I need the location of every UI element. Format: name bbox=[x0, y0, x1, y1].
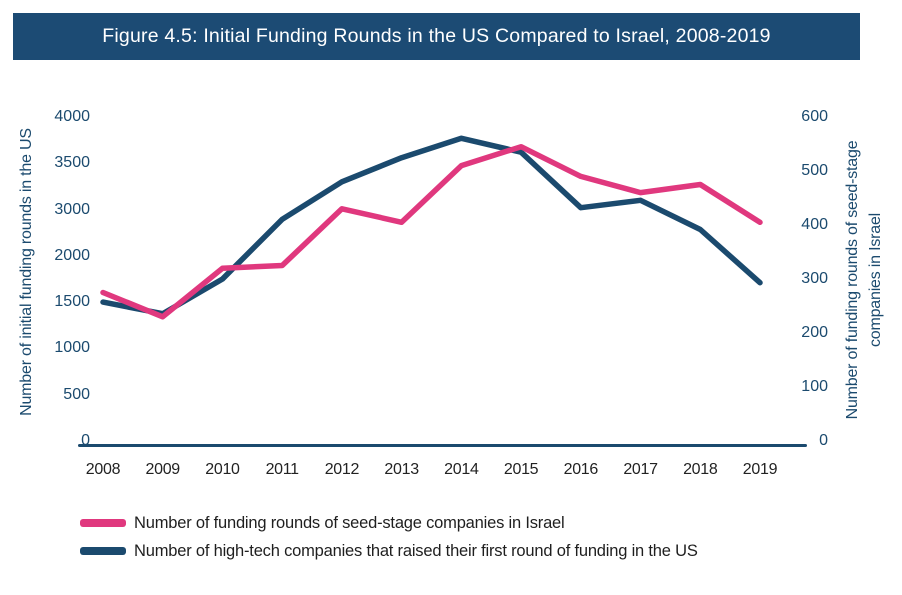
left-axis-tick: 4000 bbox=[54, 108, 90, 125]
year-label: 2009 bbox=[145, 461, 181, 478]
figure-title-bar: Figure 4.5: Initial Funding Rounds in th… bbox=[13, 13, 860, 60]
right-axis-tick: 600 bbox=[801, 108, 828, 125]
chart-legend: Number of funding rounds of seed-stage c… bbox=[80, 513, 698, 569]
right-axis-tick: 100 bbox=[801, 378, 828, 395]
left-axis-tick: 0 bbox=[81, 432, 90, 449]
year-label: 2013 bbox=[384, 461, 419, 478]
series-line-us bbox=[100, 135, 763, 317]
figure-title: Figure 4.5: Initial Funding Rounds in th… bbox=[102, 25, 771, 47]
legend-swatch-us bbox=[80, 547, 126, 555]
right-axis-tick: 300 bbox=[801, 270, 828, 287]
left-axis-tick: 3500 bbox=[54, 154, 90, 172]
right-axis-tick: 0 bbox=[819, 432, 828, 449]
year-label: 2012 bbox=[324, 461, 360, 478]
year-label: 2018 bbox=[683, 461, 718, 478]
year-label: 2019 bbox=[742, 461, 778, 478]
year-label: 2010 bbox=[205, 461, 240, 478]
left-axis-tick: 1500 bbox=[54, 293, 90, 311]
year-label: 2008 bbox=[85, 461, 121, 478]
legend-label-us: Number of high-tech companies that raise… bbox=[134, 541, 698, 560]
legend-label-israel: Number of funding rounds of seed-stage c… bbox=[134, 513, 565, 532]
left-axis-tick: 2000 bbox=[54, 246, 90, 264]
year-label: 2015 bbox=[503, 461, 539, 478]
legend-swatch-israel bbox=[80, 519, 126, 527]
right-axis-tick: 500 bbox=[801, 162, 828, 179]
right-axis-tick: 400 bbox=[801, 216, 828, 233]
year-label: 2011 bbox=[265, 461, 300, 478]
series-line-israel bbox=[100, 143, 763, 320]
left-axis-tick: 3000 bbox=[54, 200, 90, 218]
year-label: 2016 bbox=[563, 461, 599, 478]
year-label: 2017 bbox=[623, 461, 658, 478]
left-axis-tick: 1000 bbox=[54, 339, 90, 357]
year-label: 2014 bbox=[444, 461, 479, 478]
x-axis-line bbox=[78, 444, 807, 447]
left-axis-tick: 500 bbox=[63, 385, 90, 403]
right-axis-tick: 200 bbox=[801, 324, 828, 341]
legend-item-israel: Number of funding rounds of seed-stage c… bbox=[80, 513, 698, 533]
legend-item-us: Number of high-tech companies that raise… bbox=[80, 541, 698, 561]
